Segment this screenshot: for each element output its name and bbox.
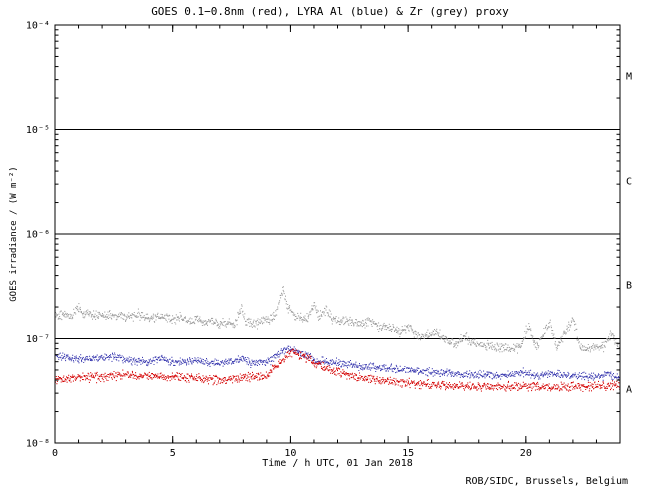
flare-class-label-c: C bbox=[626, 176, 633, 188]
y-axis-title: GOES irradiance / (W m⁻²) bbox=[9, 166, 19, 302]
scatter-series-lyra-al-proxy bbox=[55, 345, 620, 381]
y-tick-label: 10⁻⁴ bbox=[26, 21, 50, 32]
scatter-series-goes-0-1-0-8nm bbox=[55, 348, 620, 393]
chart-title: GOES 0.1−0.8nm (red), LYRA Al (blue) & Z… bbox=[151, 5, 509, 18]
x-tick-label: 10 bbox=[284, 448, 296, 459]
x-tick-label: 20 bbox=[520, 448, 532, 459]
credit-text: ROB/SIDC, Brussels, Belgium bbox=[465, 476, 628, 487]
flare-class-label-a: A bbox=[626, 384, 633, 396]
y-tick-label: 10⁻⁵ bbox=[26, 125, 50, 136]
y-tick-label: 10⁻⁷ bbox=[26, 334, 50, 345]
y-tick-label: 10⁻⁶ bbox=[26, 230, 50, 241]
flare-class-label-b: B bbox=[626, 280, 633, 292]
y-tick-label: 10⁻⁸ bbox=[26, 439, 50, 450]
scatter-series-lyra-zr-proxy bbox=[55, 286, 620, 354]
x-tick-label: 0 bbox=[52, 448, 58, 459]
x-tick-label: 5 bbox=[170, 448, 176, 459]
x-axis-title: Time / h UTC, 01 Jan 2018 bbox=[262, 458, 413, 469]
flare-class-label-m: M bbox=[626, 71, 633, 83]
x-tick-label: 15 bbox=[402, 448, 414, 459]
